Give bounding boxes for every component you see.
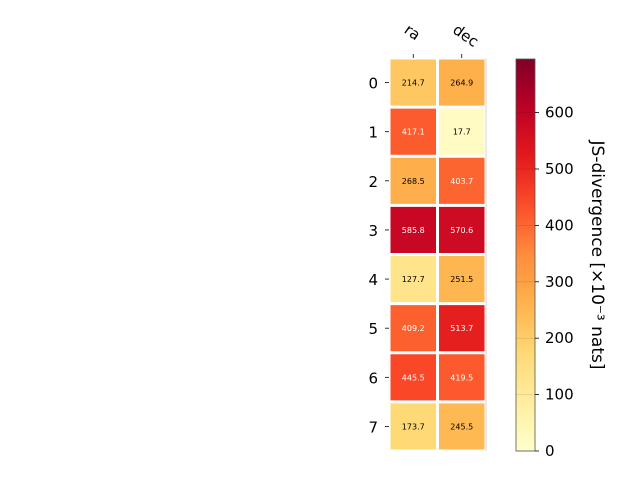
cell-value-label: 403.7: [450, 177, 473, 186]
cell-value-label: 251.5: [450, 275, 473, 284]
heatmap-cell: [439, 59, 485, 106]
row-tick-label: 1: [368, 124, 378, 142]
colorbar-tick-label: 200: [545, 329, 574, 347]
row-axis: 0 1 2 3 4 5 6 7: [368, 75, 389, 436]
cell-value-label: 417.1: [402, 128, 425, 137]
colorbar-label: JS-divergence [×10⁻³ nats]: [587, 140, 607, 370]
column-axis: ra dec: [401, 21, 482, 58]
heatmap-cell: [390, 206, 436, 253]
heatmap-cell: [439, 108, 485, 155]
colorbar-tick-label: 500: [545, 160, 574, 178]
cell-value-label: 245.5: [450, 422, 473, 431]
row-tick-label: 0: [368, 75, 378, 93]
heatmap-cell: [390, 403, 436, 450]
colorbar-tick-label: 600: [545, 104, 574, 122]
cell-value-label: 17.7: [453, 128, 471, 137]
heatmap-cell: [390, 157, 436, 204]
colorbar-tick-label: 400: [545, 216, 574, 234]
heatmap-cell: [439, 256, 485, 303]
cell-value-label: 409.2: [402, 324, 425, 333]
colorbar: 0 100 200 300 400 500 600 JS-divergence [×10⁻³…: [515, 58, 607, 460]
heatmap-cell: [390, 256, 436, 303]
heatmap-cell: [390, 59, 436, 106]
row-tick-label: 5: [368, 320, 378, 338]
cell-value-label: 173.7: [402, 422, 425, 431]
colorbar-gradient: [515, 58, 536, 452]
cell-value-label: 127.7: [402, 275, 425, 284]
cell-value-label: 445.5: [402, 373, 425, 382]
cell-value-label: 214.7: [402, 79, 425, 88]
heatmap-cells: 214.7 264.9 417.1 17.7 268.5 403.7 585.8 570.6 1…: [390, 58, 487, 451]
cell-value-label: 570.6: [450, 226, 473, 235]
row-tick-label: 4: [368, 271, 378, 289]
column-tick-label: dec: [449, 21, 481, 51]
heatmap-cell: [439, 403, 485, 450]
cell-value-label: 268.5: [402, 177, 425, 186]
colorbar-tick-label: 0: [545, 442, 555, 460]
cell-value-label: 264.9: [450, 79, 473, 88]
heatmap-cell: [439, 305, 485, 352]
heatmap-cell: [439, 354, 485, 401]
row-tick-label: 6: [368, 369, 378, 387]
colorbar-tick-label: 100: [545, 386, 574, 404]
row-tick-label: 2: [368, 173, 378, 191]
cell-value-label: 419.5: [450, 373, 473, 382]
heatmap-cell: [390, 305, 436, 352]
cell-value-label: 513.7: [450, 324, 473, 333]
column-tick-label: ra: [401, 21, 424, 45]
colorbar-tick-label: 300: [545, 273, 574, 291]
row-tick-label: 7: [368, 418, 378, 436]
heatmap-cell: [439, 157, 485, 204]
heatmap-cell: [390, 354, 436, 401]
heatmap-cell: [390, 108, 436, 155]
cell-value-label: 585.8: [402, 226, 425, 235]
colorbar-ticks: 0 100 200 300 400 500 600: [516, 104, 574, 460]
heatmap-cell: [439, 206, 485, 253]
row-tick-label: 3: [368, 222, 378, 240]
